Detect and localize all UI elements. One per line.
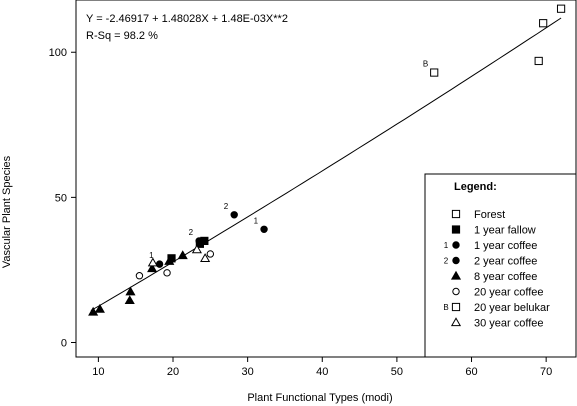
rsq-text: R-Sq = 98.2 % bbox=[86, 30, 158, 42]
equation-text: Y = -2.46917 + 1.48028X + 1.48E-03X**2 bbox=[86, 13, 288, 25]
legend: Legend: Forest 1 year fallow 1 1 year coffe… bbox=[424, 173, 577, 358]
point-label-2-year-coffee: 2 bbox=[189, 228, 194, 237]
legend-label-forest: Forest bbox=[474, 209, 505, 221]
point-2-year-coffee bbox=[195, 237, 203, 245]
x-tick-label: 30 bbox=[242, 366, 254, 378]
point-30-year-coffee bbox=[147, 257, 158, 267]
point-20-year-belukar bbox=[430, 68, 439, 77]
point-30-year-coffee bbox=[200, 253, 211, 262]
legend-marker-30-year-coffee bbox=[450, 317, 462, 327]
y-tick-label: 50 bbox=[55, 192, 67, 204]
point-20-year-coffee bbox=[135, 272, 144, 280]
legend-box bbox=[424, 173, 577, 358]
point-8-year-coffee bbox=[88, 306, 99, 316]
legend-label-1-year-fallow: 1 year fallow bbox=[474, 225, 536, 237]
legend-marker-1-year-fallow bbox=[451, 225, 461, 234]
point-label-20-year-belukar: B bbox=[423, 60, 428, 69]
y-tick-label: 0 bbox=[61, 337, 67, 349]
legend-marker-8-year-coffee bbox=[450, 270, 462, 280]
legend-title: Legend: bbox=[454, 181, 497, 193]
legend-marker-prefix: 2 bbox=[444, 257, 449, 266]
legend-marker-1-year-coffee bbox=[452, 241, 460, 249]
point-forest bbox=[539, 19, 548, 28]
legend-label-1-year-coffee: 1 year coffee bbox=[474, 240, 537, 252]
point-8-year-coffee bbox=[94, 303, 105, 313]
point-8-year-coffee bbox=[125, 286, 136, 296]
legend-marker-2-year-coffee bbox=[452, 256, 460, 265]
point-label-2-year-coffee: 2 bbox=[224, 202, 229, 211]
point-8-year-coffee bbox=[147, 263, 158, 273]
legend-marker-20-year-belukar bbox=[451, 302, 461, 312]
x-axis-label: Plant Functional Types (modi) bbox=[247, 392, 392, 404]
point-label-1-year-coffee: 1 bbox=[149, 251, 154, 260]
legend-label-20-year-coffee: 20 year coffee bbox=[474, 287, 544, 299]
x-tick-label: 50 bbox=[391, 366, 403, 378]
point-8-year-coffee bbox=[164, 256, 175, 265]
x-tick-label: 60 bbox=[465, 366, 477, 378]
x-tick-label: 70 bbox=[540, 366, 552, 378]
point-8-year-coffee bbox=[124, 295, 135, 305]
point-8-year-coffee bbox=[177, 250, 188, 260]
legend-label-20-year-belukar: 20 year belukar bbox=[474, 302, 550, 314]
data-points: 1 1 2 2 B bbox=[88, 4, 566, 316]
x-tick-label: 40 bbox=[316, 366, 328, 378]
x-tick-label: 10 bbox=[92, 366, 104, 378]
x-tick-label: 20 bbox=[167, 366, 179, 378]
point-20-year-coffee bbox=[163, 269, 171, 277]
point-1-year-coffee bbox=[155, 260, 164, 268]
point-30-year-coffee bbox=[191, 244, 202, 254]
point-forest bbox=[534, 56, 543, 66]
y-tick-label: 100 bbox=[49, 47, 67, 59]
point-20-year-coffee bbox=[206, 250, 215, 258]
point-1-year-coffee bbox=[260, 225, 268, 233]
legend-label-2-year-coffee: 2 year coffee bbox=[474, 256, 537, 268]
point-2-year-coffee bbox=[230, 211, 238, 219]
y-axis-label: Vascular Plant Species bbox=[1, 155, 13, 268]
point-label-1-year-coffee: 1 bbox=[254, 216, 259, 225]
legend-marker-prefix: 1 bbox=[444, 241, 449, 250]
legend-marker-20-year-coffee bbox=[452, 287, 460, 296]
axes: 10 20 30 40 50 60 70 0 50 100 bbox=[49, 47, 553, 378]
point-forest bbox=[556, 4, 566, 13]
legend-marker-prefix: B bbox=[443, 303, 448, 312]
legend-label-8-year-coffee: 8 year coffee bbox=[474, 271, 537, 283]
legend-marker-forest bbox=[451, 209, 461, 219]
legend-label-30-year-coffee: 30 year coffee bbox=[474, 318, 544, 330]
